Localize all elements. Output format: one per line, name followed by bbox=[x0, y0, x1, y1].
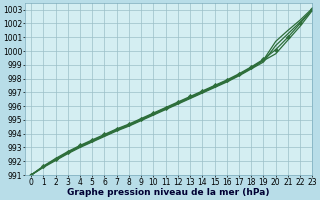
X-axis label: Graphe pression niveau de la mer (hPa): Graphe pression niveau de la mer (hPa) bbox=[68, 188, 270, 197]
